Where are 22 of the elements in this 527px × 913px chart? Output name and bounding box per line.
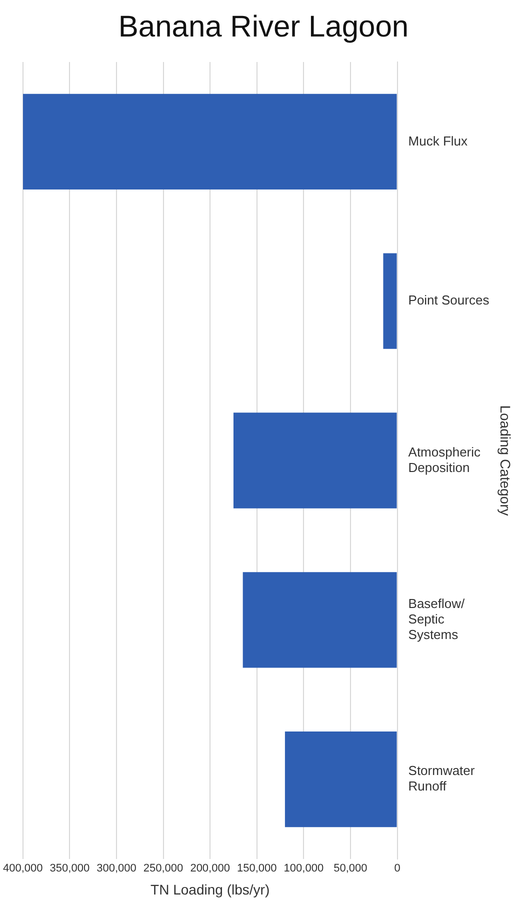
x-tick-label: 100,000 [284,862,324,875]
y-tick-label: Muck Flux [408,133,468,148]
y-tick-label: Point Sources [408,292,490,308]
y-tick-label: Baseflow/Septic Systems [408,596,466,642]
x-tick-label: 250,000 [143,862,184,875]
bar [22,94,397,190]
bar [383,253,397,349]
x-tick-label: 50,000 [334,862,368,875]
chart-title: Banana River Lagoon [118,10,409,44]
x-tick-label: 0 [394,862,400,875]
x-axis-title: TN Loading (lbs/yr) [150,881,270,898]
bar [284,731,397,828]
y-axis-title: Loading Category [498,405,514,516]
x-tick-label: 350,000 [50,862,90,875]
x-tick-label: 200,000 [190,862,230,875]
y-tick-label: Stormwater Runoff [408,763,476,794]
x-tick-label: 300,000 [96,862,136,875]
bar [233,412,397,508]
x-tick-label: 400,000 [3,862,43,875]
x-tick-label: 150,000 [236,862,277,875]
bar [242,572,397,668]
y-tick-label: Atmospheric Deposition [408,444,482,475]
